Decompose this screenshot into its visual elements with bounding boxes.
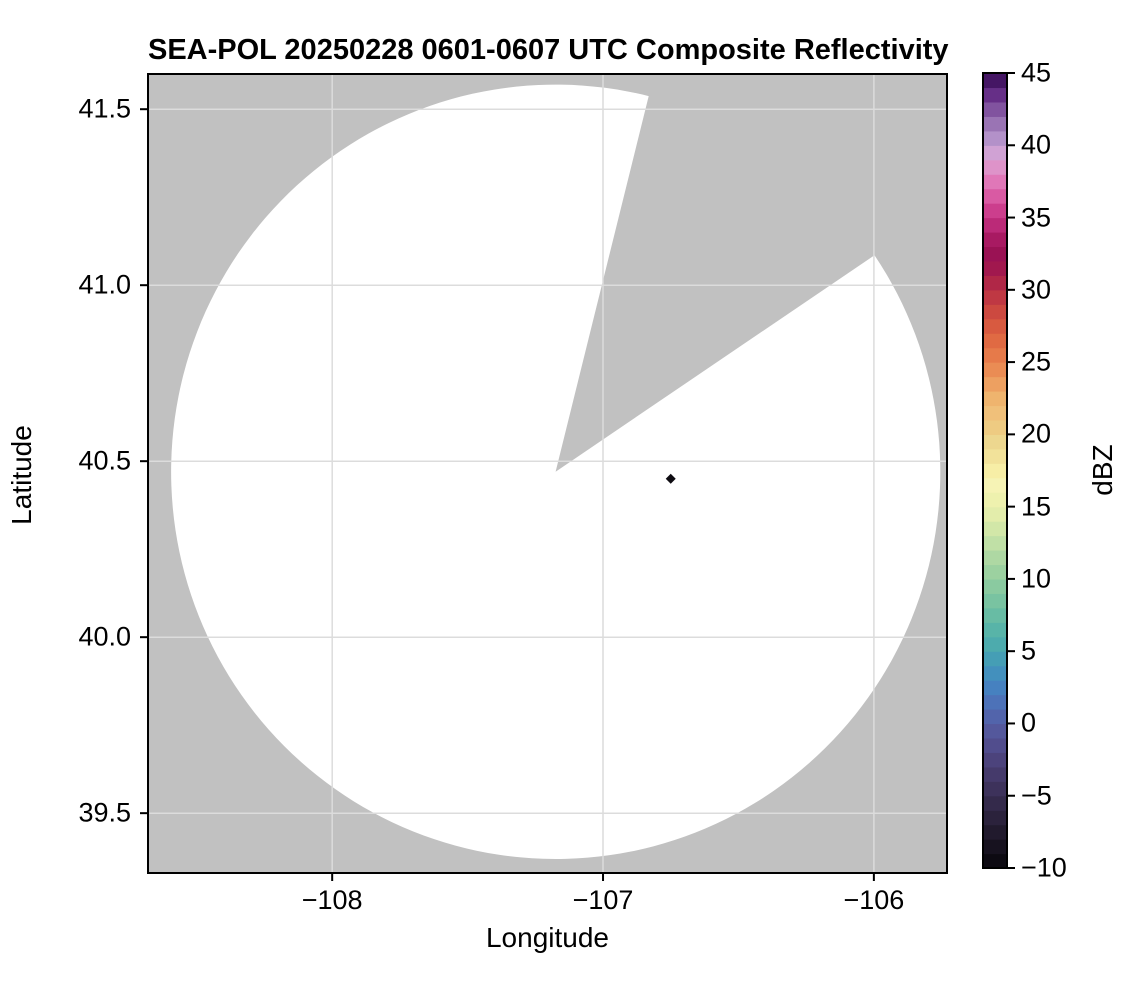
plot-title: SEA-POL 20250228 0601-0607 UTC Composite… bbox=[148, 34, 949, 66]
colorbar-band bbox=[983, 752, 1007, 768]
colorbar-band bbox=[983, 694, 1007, 710]
colorbar-tick-label: 40 bbox=[1021, 129, 1052, 160]
colorbar-band bbox=[983, 607, 1007, 623]
colorbar-band bbox=[983, 824, 1007, 840]
colorbar-band bbox=[983, 174, 1007, 190]
y-tick-label: 41.0 bbox=[78, 269, 131, 300]
x-axis-label: Longitude bbox=[485, 922, 609, 953]
colorbar-band bbox=[983, 593, 1007, 609]
colorbar-band bbox=[983, 535, 1007, 551]
colorbar-band bbox=[983, 723, 1007, 739]
colorbar-band bbox=[983, 203, 1007, 219]
colorbar-tick-label: 5 bbox=[1021, 635, 1037, 666]
colorbar-band bbox=[983, 304, 1007, 320]
colorbar-band bbox=[983, 651, 1007, 667]
colorbar-band bbox=[983, 839, 1007, 855]
colorbar-band bbox=[983, 680, 1007, 696]
colorbar-band bbox=[983, 405, 1007, 421]
colorbar-band bbox=[983, 260, 1007, 276]
colorbar-band bbox=[983, 564, 1007, 580]
colorbar-tick-label: 15 bbox=[1021, 491, 1052, 522]
colorbar-tick-label: −5 bbox=[1021, 780, 1052, 811]
axis-ticks bbox=[140, 108, 875, 881]
colorbar-band bbox=[983, 145, 1007, 161]
y-tick-label: 40.0 bbox=[78, 621, 131, 652]
colorbar-tick-label: 30 bbox=[1021, 274, 1052, 305]
colorbar-tick-label: 0 bbox=[1021, 707, 1037, 738]
colorbar-band bbox=[983, 246, 1007, 262]
colorbar-band bbox=[983, 376, 1007, 392]
colorbar-band bbox=[983, 318, 1007, 334]
colorbar-band bbox=[983, 289, 1007, 305]
colorbar-band bbox=[983, 492, 1007, 508]
colorbar-tick-label: 20 bbox=[1021, 418, 1052, 449]
colorbar-tick-label: 35 bbox=[1021, 202, 1052, 233]
colorbar-label: dBZ bbox=[1087, 444, 1118, 496]
colorbar-band bbox=[983, 781, 1007, 797]
colorbar-band bbox=[983, 333, 1007, 349]
colorbar-band bbox=[983, 87, 1007, 103]
colorbar-outline bbox=[982, 72, 1008, 869]
x-tick-label: −108 bbox=[301, 885, 363, 915]
colorbar-band bbox=[983, 550, 1007, 566]
echo-marker bbox=[665, 473, 676, 484]
colorbar-band bbox=[983, 419, 1007, 435]
colorbar-band bbox=[983, 795, 1007, 811]
x-tick-label: −106 bbox=[843, 885, 905, 915]
colorbar-band bbox=[983, 578, 1007, 594]
colorbar-band bbox=[983, 217, 1007, 233]
colorbar-band bbox=[983, 622, 1007, 638]
colorbar-tick-label: 25 bbox=[1021, 346, 1052, 377]
colorbar-band bbox=[983, 853, 1007, 869]
colorbar-band bbox=[983, 636, 1007, 652]
y-tick-label: 40.5 bbox=[78, 445, 131, 476]
colorbar-band bbox=[983, 521, 1007, 537]
colorbar-tick-label: −10 bbox=[1021, 852, 1067, 883]
colorbar bbox=[982, 72, 1015, 869]
colorbar-band bbox=[983, 506, 1007, 522]
colorbar-band bbox=[983, 391, 1007, 407]
colorbar-band bbox=[983, 188, 1007, 204]
colorbar-band bbox=[983, 275, 1007, 291]
gridlines bbox=[148, 74, 947, 873]
colorbar-band bbox=[983, 448, 1007, 464]
y-tick-label: 39.5 bbox=[78, 797, 131, 828]
colorbar-band bbox=[983, 73, 1007, 89]
colorbar-band bbox=[983, 766, 1007, 782]
colorbar-band bbox=[983, 101, 1007, 117]
colorbar-band bbox=[983, 434, 1007, 450]
colorbar-band bbox=[983, 347, 1007, 363]
colorbar-band bbox=[983, 362, 1007, 378]
y-axis-label: Latitude bbox=[6, 425, 37, 525]
colorbar-band bbox=[983, 709, 1007, 725]
colorbar-band bbox=[983, 232, 1007, 248]
colorbar-band bbox=[983, 116, 1007, 132]
colorbar-band bbox=[983, 463, 1007, 479]
colorbar-band bbox=[983, 477, 1007, 493]
plot-area bbox=[147, 73, 948, 874]
colorbar-band bbox=[983, 130, 1007, 146]
radar-coverage-sector bbox=[171, 84, 941, 860]
colorbar-tick-label: 45 bbox=[1021, 57, 1052, 88]
colorbar-band bbox=[983, 665, 1007, 681]
colorbar-band bbox=[983, 810, 1007, 826]
y-tick-label: 41.5 bbox=[78, 93, 131, 124]
plot-spine bbox=[147, 73, 948, 874]
colorbar-band bbox=[983, 159, 1007, 175]
x-tick-label: −107 bbox=[572, 885, 634, 915]
colorbar-tick-label: 10 bbox=[1021, 563, 1052, 594]
colorbar-band bbox=[983, 737, 1007, 753]
